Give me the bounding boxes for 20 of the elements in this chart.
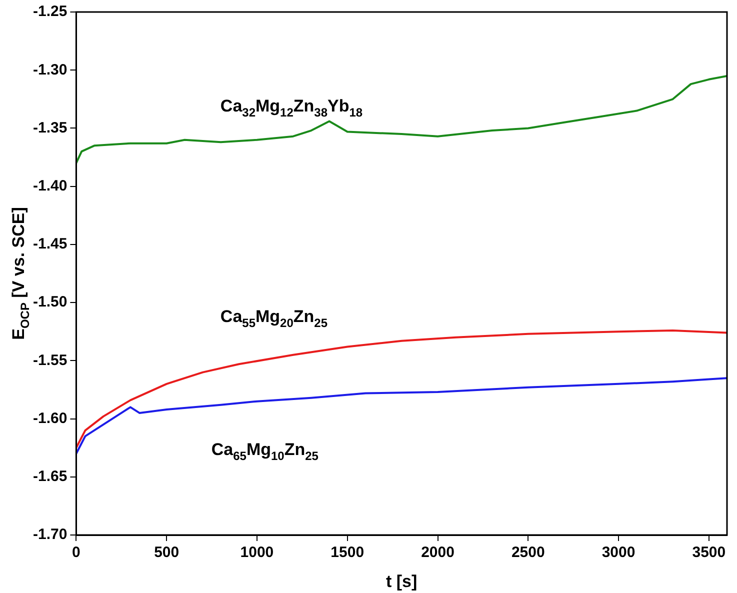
y-tick-label: -1.70 <box>32 526 68 544</box>
x-tick-label: 3000 <box>602 544 636 562</box>
y-tick-label: -1.30 <box>32 61 68 78</box>
y-tick-label: -1.40 <box>32 177 68 194</box>
y-tick-label: -1.55 <box>32 352 68 369</box>
x-tick-label: 0 <box>72 544 80 562</box>
x-tick-label: 1500 <box>330 544 364 562</box>
y-tick-label: -1.60 <box>32 410 68 427</box>
y-tick-label: -1.35 <box>32 119 68 136</box>
x-axis-title: t [s] <box>386 572 418 591</box>
y-tick-label: -1.50 <box>32 294 68 311</box>
y-tick-label: -1.45 <box>32 236 68 253</box>
x-tick-label: 2000 <box>421 544 454 562</box>
x-tick-label: 1000 <box>240 544 274 562</box>
x-tick-label: 500 <box>154 544 180 562</box>
x-tick-label: 3500 <box>692 544 726 562</box>
y-tick-label: -1.25 <box>32 3 68 20</box>
y-axis-title: EOCP [V vs. SCE] <box>9 207 32 340</box>
x-tick-label: 2500 <box>511 544 545 562</box>
y-tick-label: -1.65 <box>32 468 68 486</box>
